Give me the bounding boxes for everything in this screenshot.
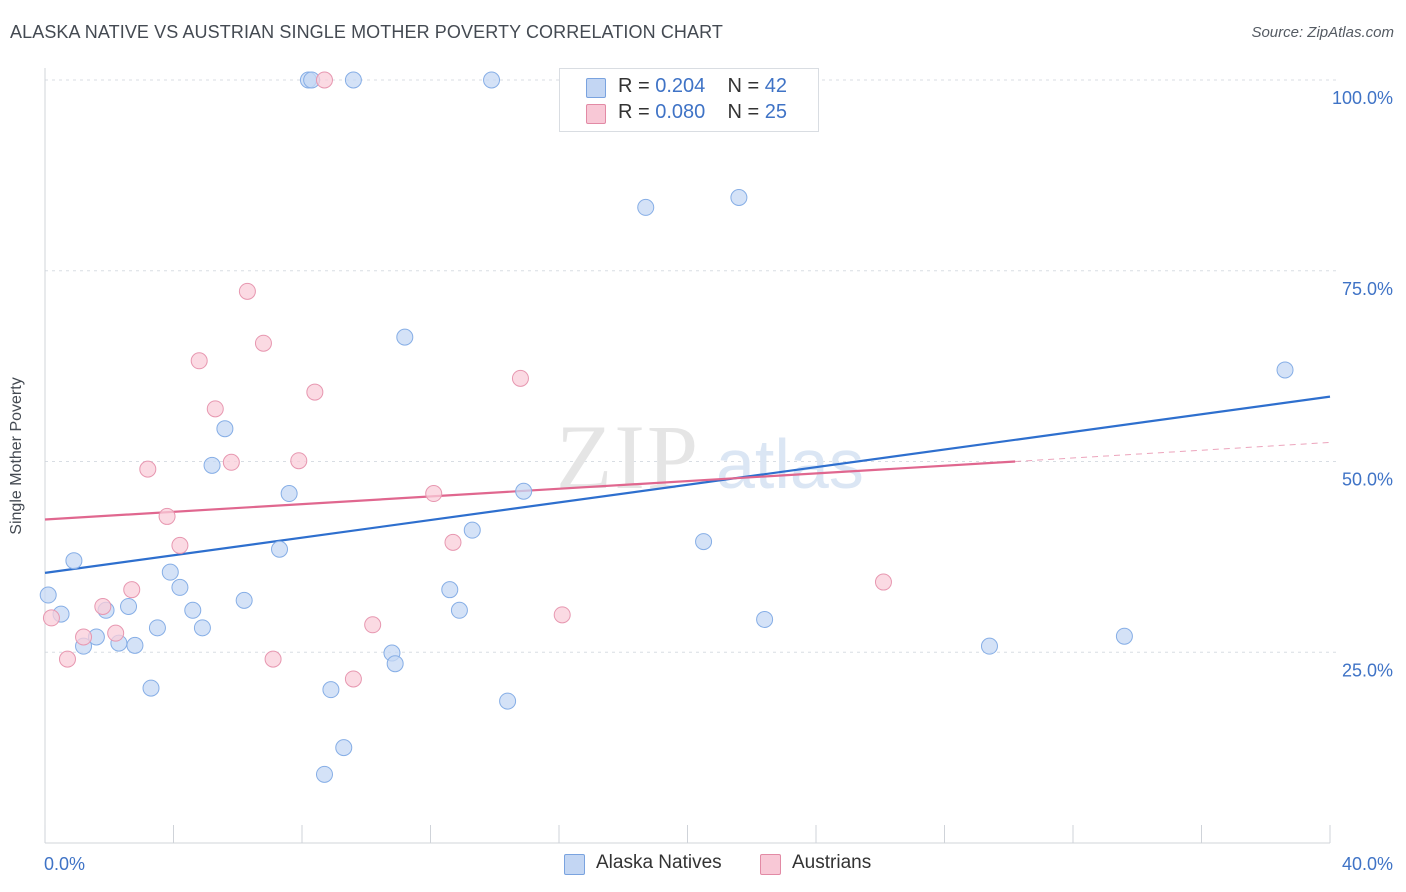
point-alaska-natives xyxy=(65,552,83,570)
point-austrians xyxy=(874,573,892,591)
point-alaska-natives xyxy=(193,619,211,637)
point-alaska-natives xyxy=(171,578,189,596)
legend: R = 0.204 N = 42 R = 0.080 N = 25 xyxy=(559,68,819,132)
point-austrians xyxy=(264,650,282,668)
point-austrians xyxy=(58,650,76,668)
point-austrians xyxy=(107,624,125,642)
trendline-alaska-natives xyxy=(44,395,1331,574)
data-points xyxy=(39,71,1294,783)
legend-n-label: N = xyxy=(727,101,760,123)
point-austrians xyxy=(94,597,112,615)
point-alaska-natives xyxy=(216,420,234,438)
trendline-extension-austrians xyxy=(1015,441,1331,462)
point-austrians xyxy=(206,400,224,418)
legend-n-value: 25 xyxy=(764,101,788,123)
point-alaska-natives xyxy=(344,71,362,89)
grid-lines xyxy=(45,79,1340,653)
legend-r-label: R = xyxy=(618,101,650,123)
x-tick-label: 40.0% xyxy=(1342,854,1393,874)
point-austrians xyxy=(123,581,141,599)
point-alaska-natives xyxy=(142,679,160,697)
point-austrians xyxy=(306,383,324,401)
point-alaska-natives xyxy=(756,610,774,628)
point-austrians xyxy=(315,71,333,89)
point-austrians xyxy=(364,616,382,634)
point-austrians xyxy=(42,609,60,627)
point-alaska-natives xyxy=(235,591,253,609)
point-austrians xyxy=(158,507,176,525)
bottom-legend-swatch-alaska-natives xyxy=(564,854,585,875)
legend-r-value: 0.204 xyxy=(655,75,706,97)
bottom-legend-swatch-austrians xyxy=(760,854,781,875)
bottom-legend-label: Austrians xyxy=(792,852,872,873)
point-alaska-natives xyxy=(386,655,404,673)
point-alaska-natives xyxy=(396,328,414,346)
y-axis-label: Single Mother Poverty xyxy=(8,377,25,535)
point-alaska-natives xyxy=(161,563,179,581)
point-austrians xyxy=(75,628,93,646)
point-austrians xyxy=(254,334,272,352)
y-tick-label: 25.0% xyxy=(1342,660,1393,680)
point-alaska-natives xyxy=(184,601,202,619)
legend-swatch-austrians xyxy=(586,104,606,124)
point-alaska-natives xyxy=(695,533,713,551)
watermark: ZIP atlas xyxy=(556,406,864,508)
point-austrians xyxy=(511,369,529,387)
source-label: Source: ZipAtlas.com xyxy=(1251,24,1394,41)
point-alaska-natives xyxy=(203,456,221,474)
point-alaska-natives xyxy=(120,597,138,615)
legend-r-value: 0.080 xyxy=(655,101,706,123)
legend-r-label: R = xyxy=(618,75,650,97)
point-austrians xyxy=(290,452,308,470)
point-austrians xyxy=(344,670,362,688)
y-tick-label: 100.0% xyxy=(1332,88,1393,108)
axes xyxy=(44,68,1331,844)
point-alaska-natives xyxy=(148,619,166,637)
point-austrians xyxy=(444,533,462,551)
chart-title: ALASKA NATIVE VS AUSTRIAN SINGLE MOTHER … xyxy=(10,22,723,42)
watermark-zip: ZIP xyxy=(556,406,700,508)
tick-labels: 25.0% 50.0% 75.0% 100.0% 0.0% 40.0% xyxy=(44,88,1393,874)
point-alaska-natives xyxy=(39,586,57,604)
point-alaska-natives xyxy=(1115,627,1133,645)
point-alaska-natives xyxy=(271,540,289,558)
point-alaska-natives xyxy=(463,521,481,539)
y-axis-label-wrap: Single Mother Poverty xyxy=(8,377,48,534)
point-alaska-natives xyxy=(335,739,353,757)
point-alaska-natives xyxy=(450,601,468,619)
point-alaska-natives xyxy=(499,692,517,710)
point-austrians xyxy=(222,453,240,471)
point-austrians xyxy=(171,536,189,554)
point-austrians xyxy=(425,485,443,503)
point-alaska-natives xyxy=(280,485,298,503)
legend-swatch-alaska-natives xyxy=(586,78,606,98)
point-alaska-natives xyxy=(515,482,533,500)
point-austrians xyxy=(238,282,256,300)
point-alaska-natives xyxy=(730,189,748,207)
point-alaska-natives xyxy=(1276,361,1294,379)
y-tick-label: 75.0% xyxy=(1342,279,1393,299)
point-austrians xyxy=(139,460,157,478)
point-alaska-natives xyxy=(441,581,459,599)
x-tick-label: 0.0% xyxy=(44,854,85,874)
legend-n-label: N = xyxy=(727,75,760,97)
point-alaska-natives xyxy=(483,71,501,89)
point-austrians xyxy=(553,606,571,624)
point-alaska-natives xyxy=(637,198,655,216)
bottom-legend-label: Alaska Natives xyxy=(596,852,722,873)
y-tick-label: 50.0% xyxy=(1342,470,1393,490)
legend-n-value: 42 xyxy=(764,75,788,97)
point-alaska-natives xyxy=(315,765,333,783)
point-alaska-natives xyxy=(322,681,340,699)
point-alaska-natives xyxy=(126,636,144,654)
point-alaska-natives xyxy=(980,637,998,655)
point-austrians xyxy=(190,352,208,370)
